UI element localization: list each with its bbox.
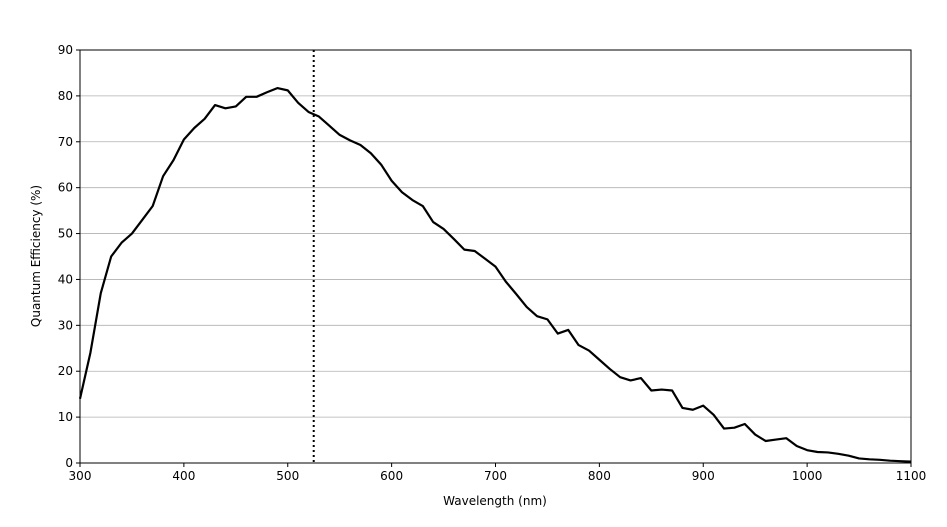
y-tick-label: 20 bbox=[58, 364, 73, 378]
y-tick-label: 40 bbox=[58, 272, 73, 286]
y-tick-label: 90 bbox=[58, 43, 73, 57]
x-tick-label: 400 bbox=[172, 469, 195, 483]
x-tick-label: 600 bbox=[380, 469, 403, 483]
x-tick-label: 300 bbox=[69, 469, 92, 483]
y-tick-label: 70 bbox=[58, 135, 73, 149]
x-axis-label: Wavelength (nm) bbox=[443, 494, 547, 508]
y-tick-label: 10 bbox=[58, 410, 73, 424]
x-tick-label: 700 bbox=[484, 469, 507, 483]
x-tick-label: 800 bbox=[588, 469, 611, 483]
data-line bbox=[78, 86, 912, 463]
x-tick-label: 500 bbox=[276, 469, 299, 483]
y-tick-label: 30 bbox=[58, 318, 73, 332]
plot-frame bbox=[79, 49, 912, 464]
y-tick-label: 0 bbox=[65, 456, 73, 470]
x-tick-label: 1000 bbox=[792, 469, 823, 483]
y-tick-label: 80 bbox=[58, 89, 73, 103]
y-axis-label: Quantum Efficiency (%) bbox=[29, 185, 43, 327]
y-tick-label: 50 bbox=[58, 227, 73, 241]
y-tick-label: 60 bbox=[58, 181, 73, 195]
x-tick-label: 1100 bbox=[896, 469, 927, 483]
x-tick-label: 900 bbox=[692, 469, 715, 483]
